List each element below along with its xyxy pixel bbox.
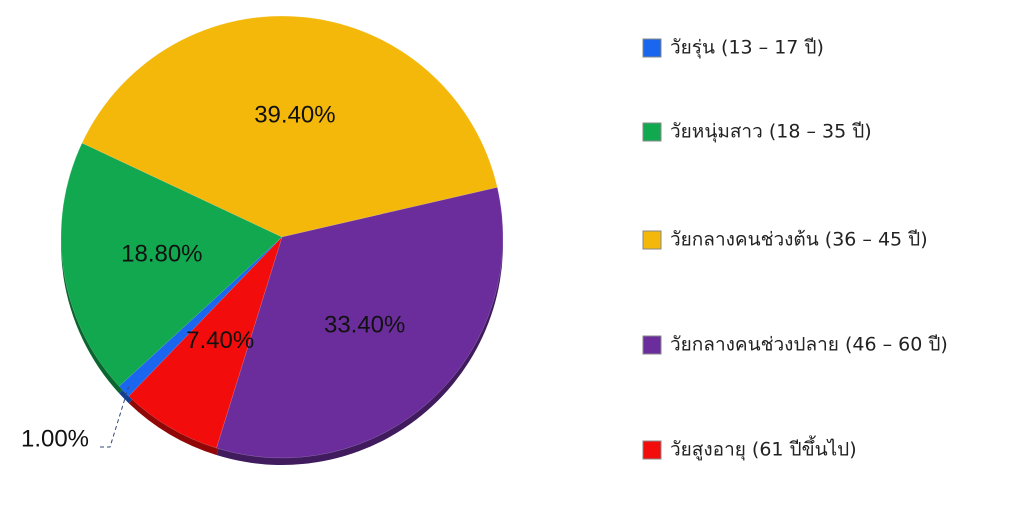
data-label: 39.40% bbox=[254, 101, 335, 128]
data-label: 33.40% bbox=[324, 311, 405, 338]
legend-swatch bbox=[642, 122, 662, 142]
legend-label: วัยกลางคนช่วงปลาย (46 – 60 ปี) bbox=[670, 334, 948, 356]
legend-label: วัยหนุ่มสาว (18 – 35 ปี) bbox=[670, 121, 872, 144]
slice bbox=[118, 236, 283, 397]
legend-swatch bbox=[642, 335, 662, 355]
legend-label: วัยกลางคนช่วงต้น (36 – 45 ปี) bbox=[670, 229, 928, 251]
legend-label: วัยรุ่น (13 – 17 ปี) bbox=[670, 37, 824, 60]
slice bbox=[216, 187, 504, 459]
leader-line bbox=[100, 386, 130, 448]
data-label: 1.00% bbox=[21, 425, 89, 452]
slice bbox=[128, 236, 283, 449]
legend-label: วัยสูงอายุ (61 ปีขึ้นไป) bbox=[670, 436, 857, 462]
slice bbox=[81, 15, 498, 238]
legend-swatch bbox=[642, 230, 662, 250]
legend-swatch bbox=[642, 440, 662, 460]
data-label: 7.40% bbox=[186, 327, 254, 354]
slice bbox=[60, 142, 283, 387]
legend-swatch bbox=[642, 38, 662, 58]
data-label: 18.80% bbox=[121, 241, 202, 268]
